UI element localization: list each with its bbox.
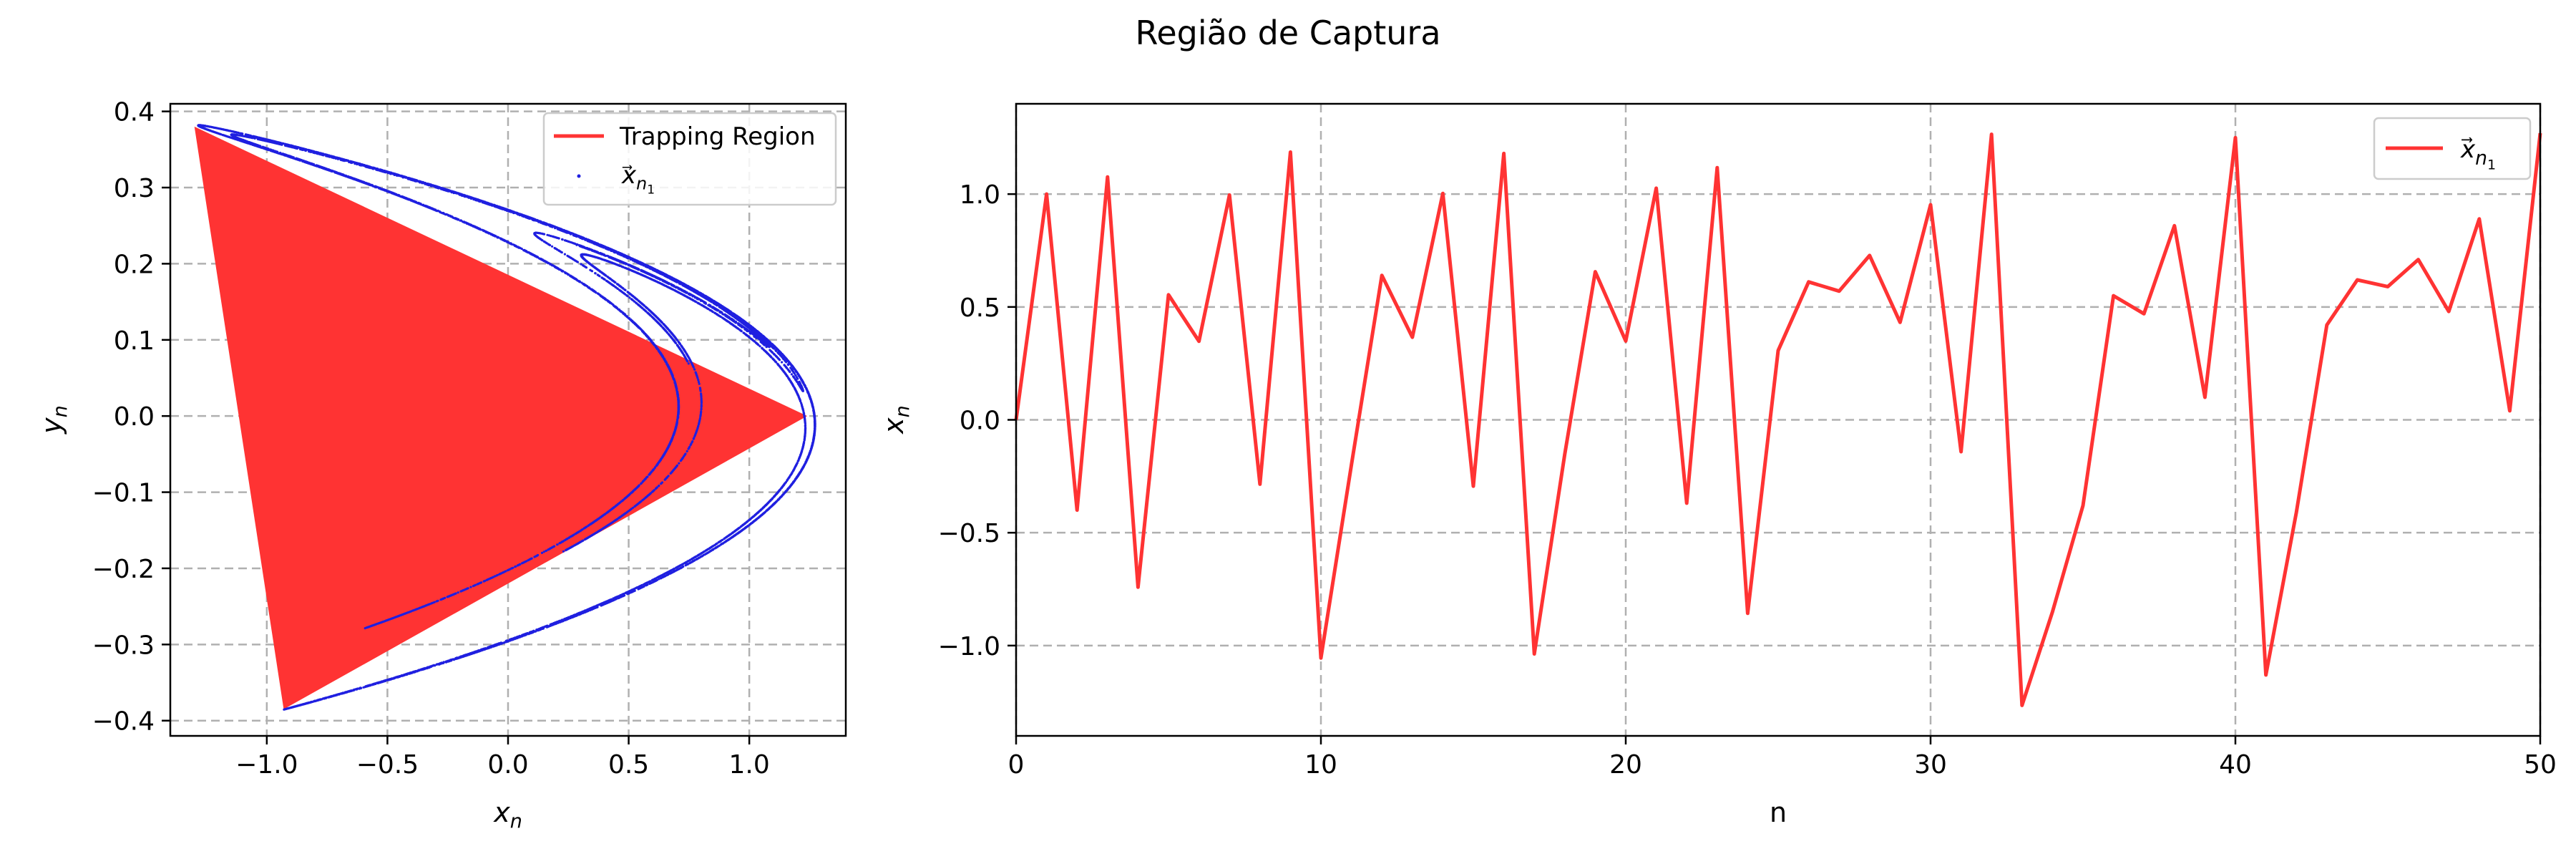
left-x-tick-label: −0.5 <box>356 750 419 780</box>
legend-label-series: ⃗xn1 <box>2460 135 2496 173</box>
right-x-tick-label: 30 <box>1914 750 1947 780</box>
right-x-axis-label: n <box>1770 797 1787 828</box>
legend-label-attractor: ⃗xn1 <box>621 161 655 198</box>
right-y-axis: −1.0 −0.5 0.0 0.5 1.0 <box>938 180 1016 661</box>
figure-title: Região de Captura <box>1135 14 1440 52</box>
right-x-tick-label: 40 <box>2219 750 2252 780</box>
left-y-tick-label: 0.1 <box>114 326 155 356</box>
series-line <box>1014 132 2542 707</box>
left-legend-box <box>542 112 837 206</box>
left-y-tick-label: 0.3 <box>114 174 155 203</box>
right-legend: ⃗xn1 <box>2373 117 2532 180</box>
left-plot-data <box>194 124 816 711</box>
trapping-region-chart: −1.0 −0.5 0.0 0.5 1.0 −0.4 −0.3 −0.2 −0.1 0.0 0.1… <box>36 98 847 833</box>
left-x-tick-label: 0.5 <box>608 750 649 780</box>
right-y-tick-label: −1.0 <box>938 632 1000 661</box>
right-x-axis: 0 10 20 30 40 50 <box>1008 736 2557 780</box>
left-y-tick-label: −0.4 <box>92 707 155 737</box>
right-x-tick-label: 10 <box>1304 750 1337 780</box>
time-series-chart: 0 10 20 30 40 50 −1.0 −0.5 0.0 0.5 1.0 n xn ⃗xn1 <box>878 102 2557 828</box>
legend-handle-attractor <box>577 174 581 178</box>
right-grid <box>1015 104 2542 736</box>
left-y-tick-label: 0.0 <box>114 402 155 432</box>
left-y-tick-label: −0.1 <box>92 479 155 508</box>
right-legend-box <box>2373 117 2532 180</box>
left-y-axis: −0.4 −0.3 −0.2 −0.1 0.0 0.1 0.2 0.3 0.4 <box>92 98 170 737</box>
left-y-tick-label: 0.2 <box>114 250 155 279</box>
left-x-axis-label: xn <box>493 797 522 833</box>
attractor-points <box>197 124 816 711</box>
left-x-tick-label: 0.0 <box>487 750 528 780</box>
right-x-tick-label: 0 <box>1008 750 1025 780</box>
left-y-tick-label: −0.2 <box>92 555 155 584</box>
right-plot-data <box>1014 132 2542 707</box>
left-legend: Trapping Region⃗xn1 <box>542 112 837 206</box>
legend-label-trapping-region: Trapping Region <box>619 122 816 151</box>
right-x-tick-label: 20 <box>1609 750 1642 780</box>
right-y-axis-label: xn <box>878 405 914 435</box>
left-x-tick-label: −1.0 <box>235 750 298 780</box>
left-y-tick-label: −0.3 <box>92 631 155 660</box>
left-x-tick-label: 1.0 <box>729 750 770 780</box>
right-y-tick-label: 0.0 <box>960 407 1000 436</box>
left-x-axis: −1.0 −0.5 0.0 0.5 1.0 <box>235 736 770 780</box>
left-y-axis-label: yn <box>36 405 72 435</box>
right-x-tick-label: 50 <box>2524 750 2557 780</box>
trapping-region-polygon <box>194 126 808 709</box>
right-y-tick-label: 0.5 <box>960 293 1000 323</box>
right-y-tick-label: −0.5 <box>938 519 1000 548</box>
right-y-tick-label: 1.0 <box>960 180 1000 210</box>
left-y-tick-label: 0.4 <box>114 98 155 127</box>
